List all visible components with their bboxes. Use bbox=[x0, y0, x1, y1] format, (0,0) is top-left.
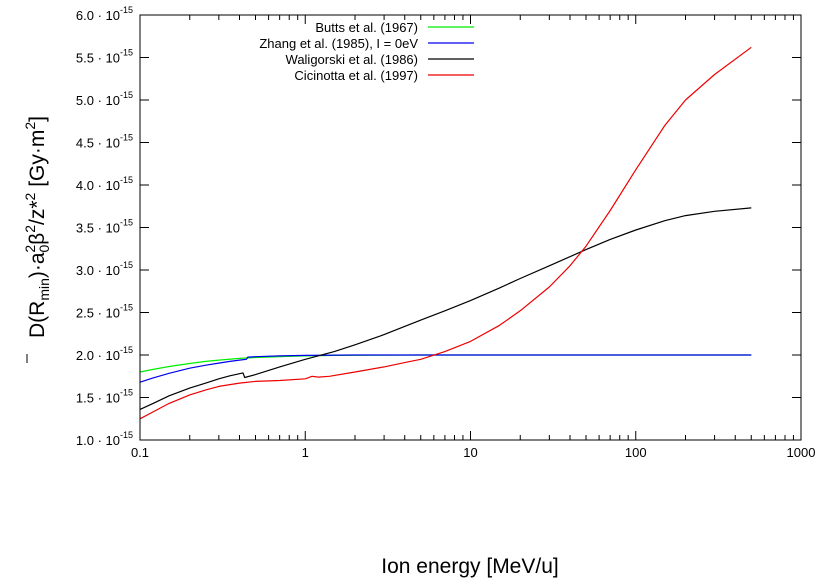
ylabel-part-6: 2 bbox=[22, 225, 38, 233]
y-tick-label: 5.5 · 10-15 bbox=[76, 48, 133, 66]
x-tick-label: 0.1 bbox=[131, 445, 149, 460]
ylabel-part-11: ] bbox=[26, 116, 49, 122]
ylabel-part-0: D(R bbox=[26, 301, 49, 338]
y-tick-label: 3.5 · 10-15 bbox=[76, 218, 133, 236]
ylabel-part-2: )·a bbox=[26, 252, 49, 278]
ylabel-part-5: β bbox=[26, 233, 49, 245]
y-tick-label: 3.0 · 10-15 bbox=[76, 260, 133, 278]
y-tick-label: 5.0 · 10-15 bbox=[76, 90, 133, 108]
x-tick-label: 10 bbox=[463, 445, 477, 460]
y-tick-label: 4.5 · 10-15 bbox=[76, 133, 133, 151]
y-tick-label: 6.0 · 10-15 bbox=[76, 5, 133, 23]
legend: Butts et al. (1967)Zhang et al. (1985), … bbox=[259, 20, 474, 83]
series-line-1 bbox=[139, 354, 752, 383]
ticks-layer: 1.0 · 10-15 1.5 · 10-15 2.0 · 10-15 2.5 · 1… bbox=[76, 5, 816, 460]
y-tick-label: 1.5 · 10-15 bbox=[76, 388, 133, 406]
ylabel-part-1: min bbox=[36, 278, 52, 301]
y-tick-label: 2.5 · 10-15 bbox=[76, 303, 133, 321]
ylabel-part-3: 0 bbox=[36, 244, 52, 252]
series-line-0 bbox=[139, 354, 752, 373]
legend-label: Zhang et al. (1985), I = 0eV bbox=[259, 36, 418, 51]
series-line-3 bbox=[139, 46, 752, 420]
ylabel-part-9: [Gy·m bbox=[26, 130, 49, 193]
y-tick-label: 2.0 · 10-15 bbox=[76, 345, 133, 363]
x-tick-label: 1000 bbox=[787, 445, 816, 460]
legend-label: Butts et al. (1967) bbox=[315, 20, 418, 35]
series-line-2 bbox=[139, 207, 752, 410]
x-tick-label: 100 bbox=[625, 445, 647, 460]
plot-frame bbox=[139, 14, 802, 441]
y-tick-label: 4.0 · 10-15 bbox=[76, 175, 133, 193]
ylabel-part-4: 2 bbox=[22, 245, 38, 253]
ylabel-part-7: /z* bbox=[26, 200, 49, 225]
legend-label: Waligorski et al. (1986) bbox=[286, 52, 418, 67]
ylabel-part-10: 2 bbox=[22, 122, 38, 130]
x-axis-title: Ion energy [MeV/u] bbox=[381, 555, 558, 578]
ylabel-part-8: 2 bbox=[22, 192, 38, 200]
y-tick-label: 1.0 · 10-15 bbox=[76, 430, 133, 448]
series-layer bbox=[139, 46, 752, 420]
x-tick-label: 1 bbox=[302, 445, 309, 460]
svg-text:D(Rmin)·a02β2/z*2 [Gy·m2]: D(Rmin)·a02β2/z*2 [Gy·m2] bbox=[22, 116, 52, 338]
legend-label: Cicinotta et al. (1997) bbox=[294, 68, 418, 83]
y-axis-title: D(Rmin)·a02β2/z*2 [Gy·m2] bbox=[22, 116, 52, 363]
